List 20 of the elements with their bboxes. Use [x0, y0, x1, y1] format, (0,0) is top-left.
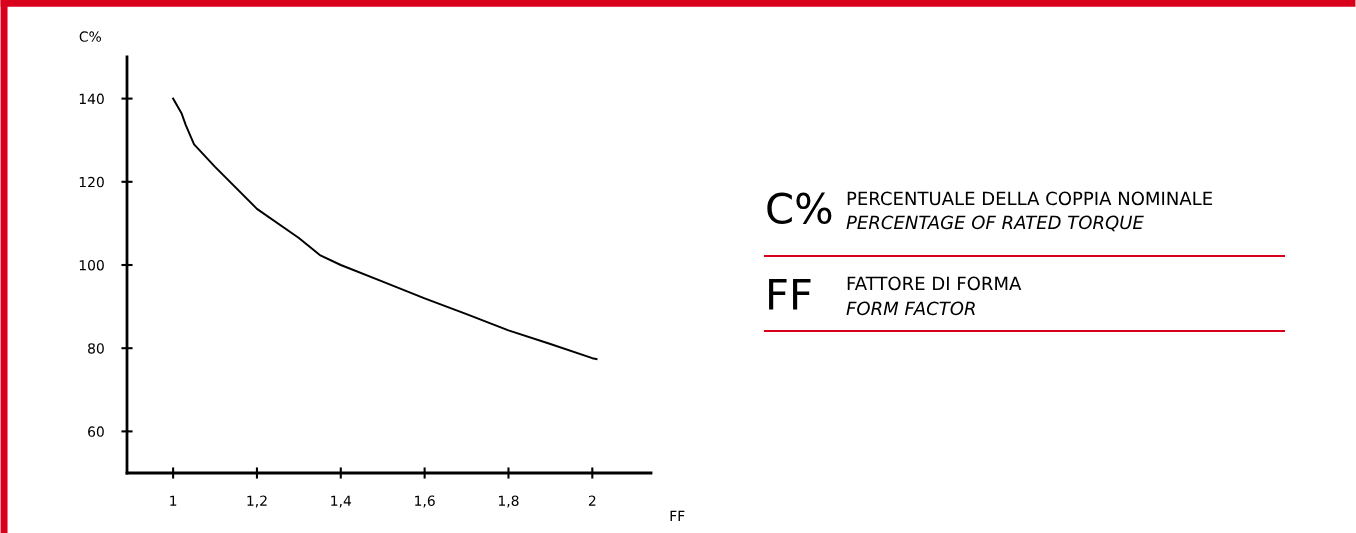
line-series — [172, 97, 598, 360]
x-axis-title: FF — [670, 510, 685, 521]
text: FORM FACTOR — [846, 301, 975, 316]
text: FF — [769, 279, 811, 310]
text: PERCENTAGE OF RATED TORQUE — [846, 215, 1144, 232]
text: C% — [767, 192, 832, 225]
y-tick-label: 140 — [79, 93, 104, 105]
x-tick-label: 1,2 — [247, 495, 267, 508]
x-tick-label: 2 — [588, 495, 596, 506]
x-tick-label: 1 — [170, 495, 177, 506]
text: PERCENTUALE DELLA COPPIA NOMINALE — [847, 191, 1212, 206]
x-tick-label: 1,4 — [331, 495, 352, 508]
x-tick-label: 1,6 — [415, 495, 435, 508]
y-tick-label: 100 — [79, 259, 104, 271]
y-tick-label: 80 — [88, 343, 104, 354]
text: FATTORE DI FORMA — [847, 276, 1022, 291]
y-tick-label: 60 — [88, 426, 104, 437]
y-axis-title: C% — [79, 31, 101, 42]
x-tick-label: 1,8 — [498, 495, 519, 508]
y-tick-label: 120 — [79, 176, 104, 188]
